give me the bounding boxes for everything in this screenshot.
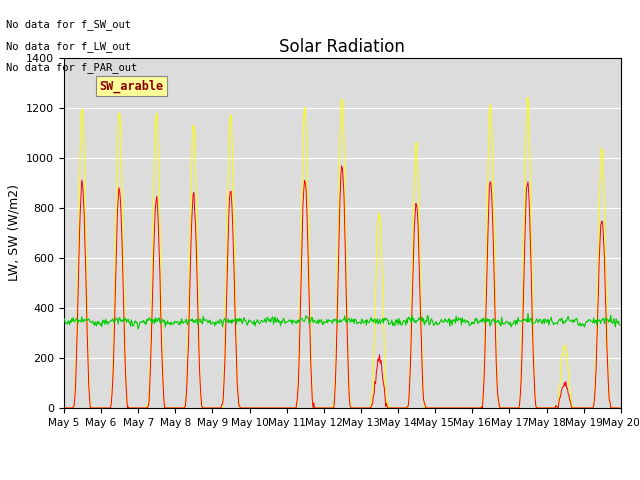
Title: Solar Radiation: Solar Radiation xyxy=(280,38,405,56)
Y-axis label: LW, SW (W/m2): LW, SW (W/m2) xyxy=(8,184,20,281)
Text: No data for f_PAR_out: No data for f_PAR_out xyxy=(6,62,138,73)
Legend: SW_in, LW_in, PAR_in: SW_in, LW_in, PAR_in xyxy=(202,477,483,480)
Text: SW_arable: SW_arable xyxy=(99,79,163,93)
Text: No data for f_LW_out: No data for f_LW_out xyxy=(6,41,131,52)
Text: No data for f_SW_out: No data for f_SW_out xyxy=(6,19,131,30)
